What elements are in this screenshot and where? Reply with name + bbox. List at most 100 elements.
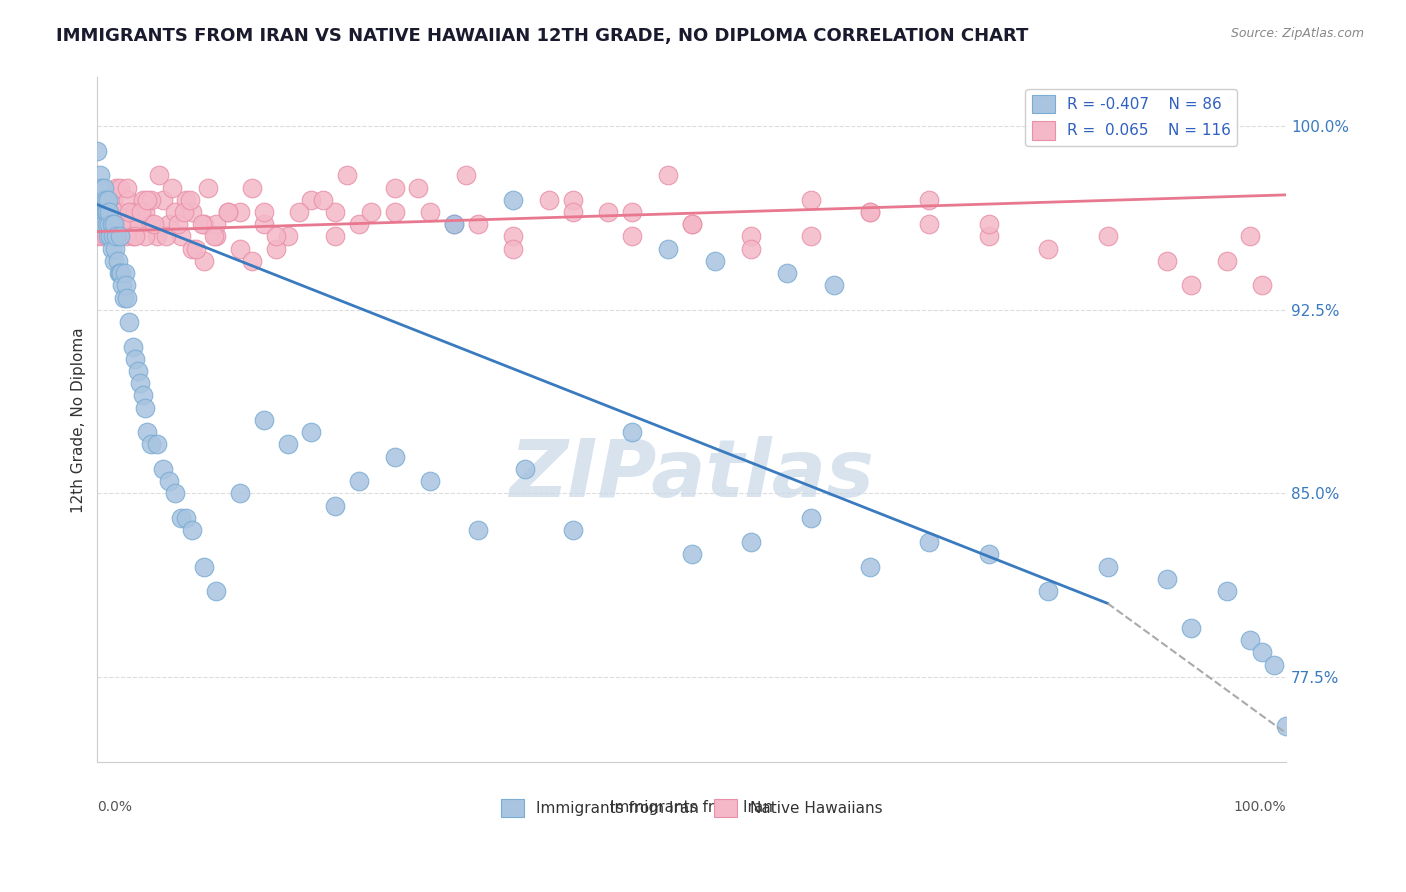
Point <box>124 351 146 366</box>
Point <box>103 254 125 268</box>
Point <box>91 205 114 219</box>
Point <box>101 193 124 207</box>
Point <box>799 510 821 524</box>
Point <box>561 205 583 219</box>
Point <box>977 217 1000 231</box>
Point <box>859 205 882 219</box>
Point <box>193 254 215 268</box>
Point <box>176 510 198 524</box>
Point <box>103 217 125 231</box>
Text: IMMIGRANTS FROM IRAN VS NATIVE HAWAIIAN 12TH GRADE, NO DIPLOMA CORRELATION CHART: IMMIGRANTS FROM IRAN VS NATIVE HAWAIIAN … <box>56 27 1029 45</box>
Point <box>467 217 489 231</box>
Point <box>561 193 583 207</box>
Point <box>515 462 537 476</box>
Point <box>537 193 560 207</box>
Point <box>229 486 252 500</box>
Point <box>120 217 142 231</box>
Point <box>1097 229 1119 244</box>
Point <box>443 217 465 231</box>
Point <box>96 217 118 231</box>
Point <box>467 523 489 537</box>
Point <box>347 474 370 488</box>
Point <box>384 450 406 464</box>
Point <box>859 559 882 574</box>
Point <box>108 180 131 194</box>
Point <box>253 413 276 427</box>
Point <box>323 205 346 219</box>
Point <box>114 266 136 280</box>
Point <box>977 229 1000 244</box>
Point <box>1038 584 1060 599</box>
Point <box>90 217 112 231</box>
Point <box>197 180 219 194</box>
Point <box>621 205 644 219</box>
Point <box>384 205 406 219</box>
Point <box>205 229 228 244</box>
Point <box>502 242 524 256</box>
Point <box>100 229 122 244</box>
Point <box>288 205 311 219</box>
Point <box>110 266 132 280</box>
Point <box>98 205 121 219</box>
Point <box>202 229 225 244</box>
Point <box>502 193 524 207</box>
Point <box>253 217 276 231</box>
Point <box>179 193 201 207</box>
Point <box>100 242 122 256</box>
Point <box>139 437 162 451</box>
Point <box>94 205 117 219</box>
Point <box>169 510 191 524</box>
Point <box>1156 572 1178 586</box>
Point <box>229 242 252 256</box>
Point <box>918 217 941 231</box>
Point <box>98 217 121 231</box>
Point <box>217 205 239 219</box>
Point <box>184 242 207 256</box>
Text: ZIPatlas: ZIPatlas <box>509 435 875 514</box>
Point <box>799 229 821 244</box>
Point <box>1239 229 1261 244</box>
Point <box>1251 645 1274 659</box>
Point <box>406 180 429 194</box>
Point <box>124 205 146 219</box>
Point <box>205 217 228 231</box>
Point <box>128 217 150 231</box>
Point <box>918 193 941 207</box>
Point <box>1180 621 1202 635</box>
Point <box>561 523 583 537</box>
Point <box>127 364 149 378</box>
Point <box>1180 278 1202 293</box>
Point <box>240 254 263 268</box>
Text: 100.0%: 100.0% <box>1233 800 1286 814</box>
Point <box>681 217 703 231</box>
Point <box>419 205 441 219</box>
Point <box>111 278 134 293</box>
Point <box>112 217 135 231</box>
Point <box>112 291 135 305</box>
Point <box>312 193 335 207</box>
Point <box>157 474 180 488</box>
Y-axis label: 12th Grade, No Diploma: 12th Grade, No Diploma <box>72 327 86 513</box>
Point <box>136 193 159 207</box>
Point <box>253 205 276 219</box>
Point <box>124 229 146 244</box>
Text: 0.0%: 0.0% <box>97 800 132 814</box>
Point <box>740 229 762 244</box>
Point <box>1097 559 1119 574</box>
Point <box>1038 242 1060 256</box>
Point <box>193 217 215 231</box>
Point <box>110 205 132 219</box>
Point <box>93 217 115 231</box>
Point <box>105 229 128 244</box>
Point <box>100 229 122 244</box>
Point <box>502 229 524 244</box>
Text: Immigrants from Iran: Immigrants from Iran <box>610 800 773 815</box>
Point <box>681 217 703 231</box>
Point <box>1215 584 1237 599</box>
Point <box>152 462 174 476</box>
Point <box>229 205 252 219</box>
Point <box>100 217 122 231</box>
Point <box>107 266 129 280</box>
Point <box>122 229 145 244</box>
Point <box>118 315 141 329</box>
